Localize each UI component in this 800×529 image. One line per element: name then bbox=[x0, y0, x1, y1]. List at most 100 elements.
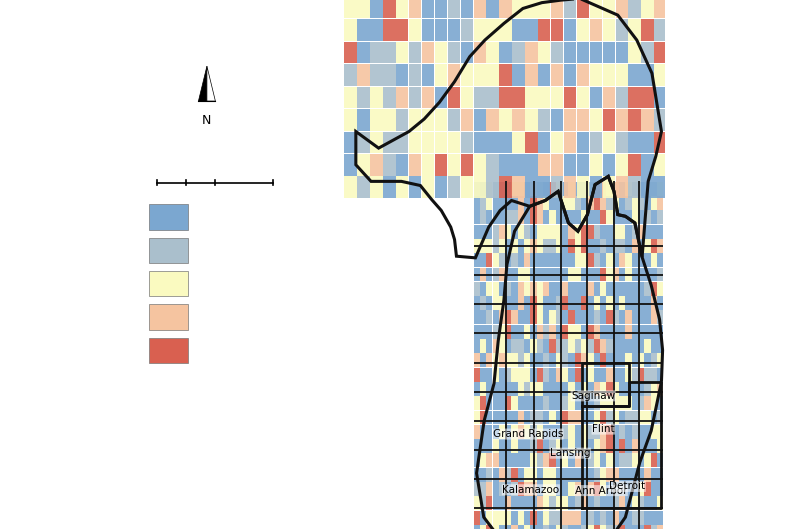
Bar bbox=[569, 396, 574, 410]
Bar bbox=[650, 411, 657, 424]
Bar bbox=[524, 439, 530, 453]
Bar bbox=[486, 109, 499, 131]
Bar bbox=[480, 225, 486, 239]
Bar bbox=[644, 353, 650, 367]
Bar bbox=[448, 109, 460, 131]
Bar bbox=[613, 182, 619, 196]
Text: Ann Arbor: Ann Arbor bbox=[575, 486, 627, 496]
Bar bbox=[505, 396, 511, 410]
Bar bbox=[569, 225, 574, 239]
Bar bbox=[562, 382, 568, 396]
Bar bbox=[499, 339, 505, 353]
Bar bbox=[543, 311, 550, 324]
Bar bbox=[562, 453, 568, 467]
Bar bbox=[644, 453, 650, 467]
Bar bbox=[550, 382, 555, 396]
Bar bbox=[518, 439, 524, 453]
Bar bbox=[590, 177, 602, 198]
Bar bbox=[486, 177, 499, 198]
Bar bbox=[632, 253, 638, 267]
Bar bbox=[511, 482, 518, 496]
Bar bbox=[613, 311, 619, 324]
Bar bbox=[511, 396, 518, 410]
Bar bbox=[574, 296, 581, 310]
Bar bbox=[486, 296, 492, 310]
Bar bbox=[613, 253, 619, 267]
Bar bbox=[499, 510, 505, 525]
Bar bbox=[524, 382, 530, 396]
Bar bbox=[644, 368, 650, 381]
Bar bbox=[461, 64, 473, 86]
Bar bbox=[518, 368, 524, 381]
Bar bbox=[396, 64, 409, 86]
Bar bbox=[537, 496, 543, 510]
Bar bbox=[606, 268, 613, 281]
Bar bbox=[345, 177, 357, 198]
Bar bbox=[638, 396, 644, 410]
Bar bbox=[499, 196, 505, 210]
Bar bbox=[638, 425, 644, 439]
Bar bbox=[615, 109, 628, 131]
Bar bbox=[574, 196, 581, 210]
Bar bbox=[615, 154, 628, 176]
Bar bbox=[606, 239, 613, 253]
Bar bbox=[474, 439, 480, 453]
Bar bbox=[474, 425, 480, 439]
Bar bbox=[594, 468, 600, 481]
Bar bbox=[486, 154, 499, 176]
Bar bbox=[480, 296, 486, 310]
Bar bbox=[638, 411, 644, 424]
Bar bbox=[590, 154, 602, 176]
Bar bbox=[518, 239, 524, 253]
Bar bbox=[574, 253, 581, 267]
Bar bbox=[409, 132, 422, 153]
Bar bbox=[642, 0, 654, 19]
Bar bbox=[638, 268, 644, 281]
Bar bbox=[613, 439, 619, 453]
Bar bbox=[626, 182, 631, 196]
Bar bbox=[383, 0, 395, 19]
Bar bbox=[619, 353, 625, 367]
Bar bbox=[505, 425, 511, 439]
Bar bbox=[574, 510, 581, 525]
Bar bbox=[511, 496, 518, 510]
Bar bbox=[486, 196, 492, 210]
Bar bbox=[619, 211, 625, 224]
Bar bbox=[499, 325, 505, 339]
Polygon shape bbox=[207, 66, 215, 101]
Bar bbox=[383, 64, 395, 86]
Bar bbox=[505, 382, 511, 396]
Bar bbox=[474, 42, 486, 63]
Bar bbox=[644, 182, 650, 196]
Bar bbox=[587, 182, 594, 196]
Bar bbox=[600, 411, 606, 424]
Bar bbox=[644, 468, 650, 481]
Bar bbox=[613, 496, 619, 510]
Bar bbox=[480, 268, 486, 281]
Bar bbox=[383, 87, 395, 108]
Bar bbox=[569, 253, 574, 267]
Bar bbox=[345, 42, 357, 63]
Bar bbox=[474, 468, 480, 481]
Bar bbox=[480, 382, 486, 396]
Bar bbox=[644, 510, 650, 525]
Bar bbox=[550, 339, 555, 353]
Bar bbox=[564, 132, 576, 153]
Bar bbox=[524, 396, 530, 410]
Bar bbox=[383, 20, 395, 41]
Bar bbox=[600, 353, 606, 367]
Bar bbox=[606, 368, 613, 381]
Bar bbox=[537, 382, 543, 396]
Bar bbox=[370, 154, 382, 176]
Bar bbox=[524, 453, 530, 467]
Bar bbox=[632, 225, 638, 239]
Bar bbox=[569, 339, 574, 353]
Bar bbox=[650, 382, 657, 396]
Bar bbox=[149, 271, 189, 296]
Bar bbox=[626, 325, 631, 339]
Bar bbox=[644, 525, 650, 529]
Bar bbox=[654, 42, 666, 63]
Bar bbox=[613, 353, 619, 367]
Bar bbox=[486, 311, 492, 324]
Bar bbox=[525, 87, 538, 108]
